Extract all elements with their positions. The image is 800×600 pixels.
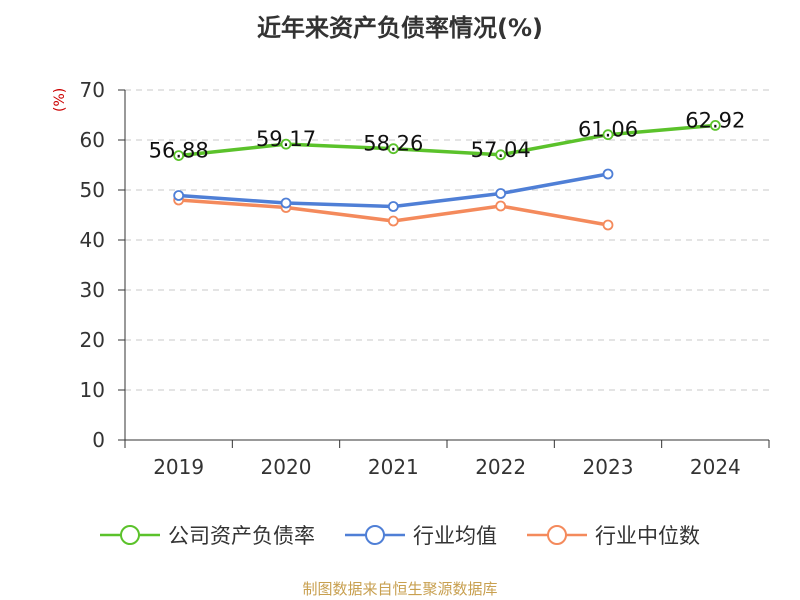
data-point	[709, 120, 721, 131]
legend-label: 公司资产负债率	[168, 524, 315, 548]
source-note: 制图数据来自恒生聚源数据库	[302, 580, 498, 598]
data-label: 61.06	[578, 118, 638, 142]
x-tick-label: 2021	[368, 455, 419, 479]
data-point	[387, 201, 399, 212]
data-point	[387, 215, 399, 227]
series-line	[178, 123, 716, 158]
data-point	[387, 143, 399, 155]
data-point	[602, 219, 614, 231]
data-point	[280, 197, 292, 209]
y-tick-label: 50	[80, 178, 105, 202]
data-label: 56.88	[149, 139, 209, 163]
data-point	[602, 168, 614, 180]
data-label: 57.04	[471, 138, 531, 162]
chart-title: 近年来资产负债率情况(%)	[257, 14, 543, 42]
data-label: 59.17	[256, 127, 316, 151]
axis-layer: 0 10 20 30 40 50 60 70 2019 2020 2021 2022 2023 2024	[80, 78, 770, 479]
legend-item: 公司资产负债率	[100, 520, 315, 550]
x-tick-label: 2019	[153, 455, 204, 479]
y-tick-label: 30	[80, 278, 105, 302]
data-point	[495, 200, 507, 212]
data-point	[173, 150, 185, 162]
y-tick-label: 60	[80, 128, 105, 152]
data-label: 62.92	[685, 108, 745, 132]
data-label: 58.26	[363, 132, 423, 156]
data-point	[280, 138, 292, 150]
data-point	[602, 129, 614, 141]
data-point	[173, 190, 185, 201]
legend-swatch	[527, 525, 587, 545]
legend-label: 行业均值	[413, 524, 497, 548]
legend-swatch	[100, 525, 160, 545]
y-tick-label: 70	[80, 78, 105, 102]
legend-item: 行业中位数	[527, 520, 700, 550]
y-tick-label: 0	[92, 428, 105, 452]
label-layer: 56.88 59.17 58.26 57.04 61.06 62.92	[149, 108, 746, 162]
data-point	[495, 149, 507, 161]
series-layer	[173, 120, 721, 231]
data-point	[495, 188, 507, 199]
y-tick-label: 10	[80, 378, 105, 402]
grid-layer	[125, 89, 769, 391]
legend: 公司资产负债率 行业均值 行业中位数	[0, 520, 800, 550]
x-tick-label: 2024	[690, 455, 741, 479]
y-tick-label: 40	[80, 228, 105, 252]
legend-swatch	[345, 525, 405, 545]
x-tick-label: 2020	[261, 455, 312, 479]
x-tick-label: 2023	[583, 455, 634, 479]
x-tick-label: 2022	[475, 455, 526, 479]
y-tick-label: 20	[80, 328, 105, 352]
legend-item: 行业均值	[345, 520, 497, 550]
legend-label: 行业中位数	[595, 524, 700, 548]
